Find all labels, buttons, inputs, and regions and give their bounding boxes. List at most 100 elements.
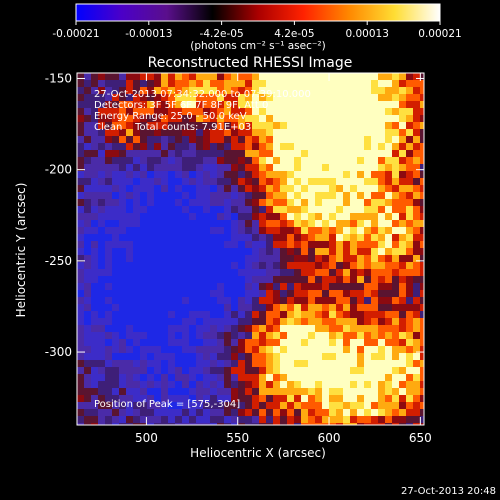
heatmap-cell xyxy=(119,73,126,80)
heatmap-cell xyxy=(273,129,280,136)
heatmap-cell xyxy=(252,178,259,185)
heatmap-cell xyxy=(224,73,231,80)
heatmap-cell xyxy=(378,416,385,423)
heatmap-cell xyxy=(217,339,224,346)
heatmap-cell xyxy=(315,143,322,150)
heatmap-cell xyxy=(168,276,175,283)
heatmap-cell xyxy=(196,409,203,416)
heatmap-cell xyxy=(231,150,238,157)
heatmap-cell xyxy=(84,269,91,276)
heatmap-cell xyxy=(168,423,175,425)
heatmap-cell xyxy=(252,297,259,304)
heatmap-cell xyxy=(231,164,238,171)
heatmap-cell xyxy=(385,311,392,318)
heatmap-cell xyxy=(357,395,364,402)
heatmap-cell xyxy=(154,164,161,171)
heatmap-cell xyxy=(252,122,259,129)
heatmap-cell xyxy=(210,332,217,339)
heatmap-cell xyxy=(217,402,224,409)
heatmap-cell xyxy=(154,290,161,297)
heatmap-cell xyxy=(98,276,105,283)
heatmap-cell xyxy=(385,178,392,185)
heatmap-cell xyxy=(294,346,301,353)
heatmap-cell xyxy=(217,423,224,425)
heatmap-cell xyxy=(210,157,217,164)
heatmap-cell xyxy=(343,143,350,150)
heatmap-cell xyxy=(77,297,84,304)
heatmap-cell xyxy=(147,360,154,367)
heatmap-cell xyxy=(294,325,301,332)
heatmap-cell xyxy=(357,346,364,353)
heatmap-cell xyxy=(238,115,245,122)
heatmap-cell xyxy=(112,339,119,346)
heatmap-cell xyxy=(224,416,231,423)
heatmap-cell xyxy=(301,115,308,122)
heatmap-cell xyxy=(378,283,385,290)
heatmap-cell xyxy=(210,143,217,150)
heatmap-cell xyxy=(182,346,189,353)
heatmap-cell xyxy=(140,94,147,101)
heatmap-cell xyxy=(77,290,84,297)
heatmap-cell xyxy=(252,388,259,395)
heatmap-cell xyxy=(203,395,210,402)
heatmap-cell xyxy=(84,304,91,311)
heatmap-cell xyxy=(210,388,217,395)
heatmap-cell xyxy=(175,241,182,248)
heatmap-cell xyxy=(238,136,245,143)
heatmap-cell xyxy=(126,136,133,143)
heatmap-cell xyxy=(315,136,322,143)
heatmap-cell xyxy=(154,255,161,262)
heatmap-cell xyxy=(224,423,231,425)
heatmap-cell xyxy=(322,234,329,241)
heatmap-cell xyxy=(231,73,238,80)
heatmap-cell xyxy=(252,157,259,164)
heatmap-cell xyxy=(399,381,406,388)
heatmap-cell xyxy=(392,339,399,346)
heatmap-cell xyxy=(231,388,238,395)
heatmap-cell xyxy=(259,115,266,122)
heatmap-cell xyxy=(77,122,84,129)
heatmap-cell xyxy=(119,269,126,276)
heatmap-cell xyxy=(301,248,308,255)
heatmap-cell xyxy=(147,248,154,255)
heatmap-cell xyxy=(168,304,175,311)
heatmap-cell xyxy=(364,409,371,416)
heatmap-cell xyxy=(133,402,140,409)
heatmap-cell xyxy=(357,122,364,129)
heatmap-cell xyxy=(406,290,413,297)
heatmap-cell xyxy=(196,227,203,234)
heatmap-cell xyxy=(392,255,399,262)
heatmap-cell xyxy=(357,143,364,150)
heatmap-cell xyxy=(301,199,308,206)
heatmap-cell xyxy=(224,304,231,311)
heatmap-cell xyxy=(245,178,252,185)
heatmap-cell xyxy=(287,241,294,248)
heatmap-cell xyxy=(287,374,294,381)
heatmap-cell xyxy=(294,213,301,220)
heatmap-cell xyxy=(329,227,336,234)
heatmap-cell xyxy=(385,94,392,101)
heatmap-cell xyxy=(287,388,294,395)
heatmap-cell xyxy=(196,73,203,80)
heatmap-cell xyxy=(112,164,119,171)
heatmap-cell xyxy=(182,178,189,185)
heatmap-cell xyxy=(378,402,385,409)
heatmap-cell xyxy=(245,402,252,409)
heatmap-cell xyxy=(133,388,140,395)
heatmap-cell xyxy=(385,150,392,157)
heatmap-cell xyxy=(168,409,175,416)
heatmap-cell xyxy=(147,255,154,262)
heatmap-cell xyxy=(98,416,105,423)
heatmap-cell xyxy=(126,122,133,129)
heatmap-cell xyxy=(224,360,231,367)
heatmap-cell xyxy=(77,269,84,276)
heatmap-cell xyxy=(154,122,161,129)
heatmap-cell xyxy=(189,143,196,150)
heatmap-cell xyxy=(119,115,126,122)
heatmap-cell xyxy=(147,73,154,80)
heatmap-cell xyxy=(217,241,224,248)
heatmap-cell xyxy=(336,129,343,136)
heatmap-cell xyxy=(182,108,189,115)
heatmap-cell xyxy=(336,269,343,276)
heatmap-cell xyxy=(336,374,343,381)
